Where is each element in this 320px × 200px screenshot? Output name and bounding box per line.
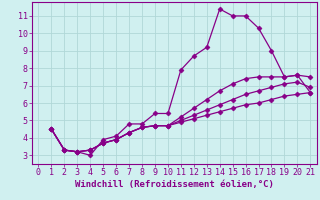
- X-axis label: Windchill (Refroidissement éolien,°C): Windchill (Refroidissement éolien,°C): [75, 180, 274, 189]
